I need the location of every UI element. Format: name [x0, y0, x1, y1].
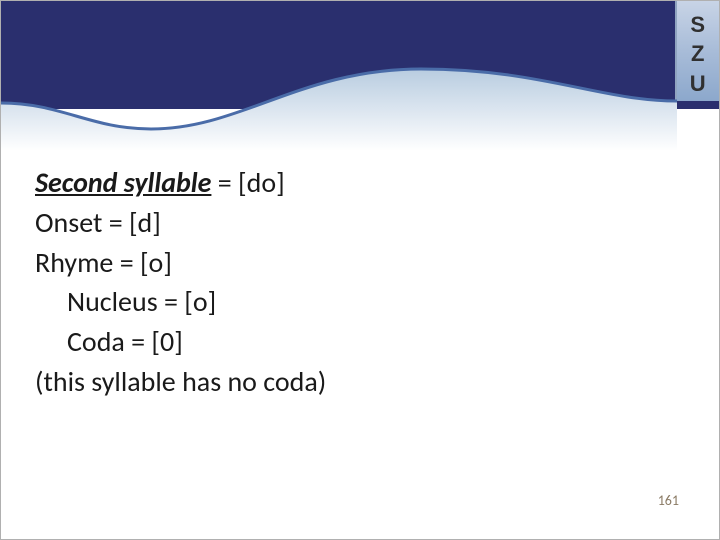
syllable-heading-label: Second syllable — [35, 165, 211, 200]
header-badge: S Z U — [675, 1, 719, 101]
body-line: Onset = [d] — [35, 203, 689, 243]
badge-letter: U — [690, 69, 706, 98]
syllable-heading-line: Second syllable = [do] — [35, 163, 689, 203]
body-line: (this syllable has no coda) — [35, 362, 689, 402]
slide-body: Second syllable = [do] Onset = [d] Rhyme… — [35, 163, 689, 402]
slide-header: S Z U — [1, 1, 719, 109]
body-line: Rhyme = [o] — [35, 243, 689, 283]
badge-letter: Z — [691, 39, 705, 68]
syllable-heading-value: = [do] — [211, 165, 284, 200]
badge-letter: S — [690, 10, 705, 39]
page-number: 161 — [658, 492, 679, 509]
body-line: Nucleus = [o] — [35, 282, 689, 322]
body-line: Coda = [0] — [35, 322, 689, 362]
